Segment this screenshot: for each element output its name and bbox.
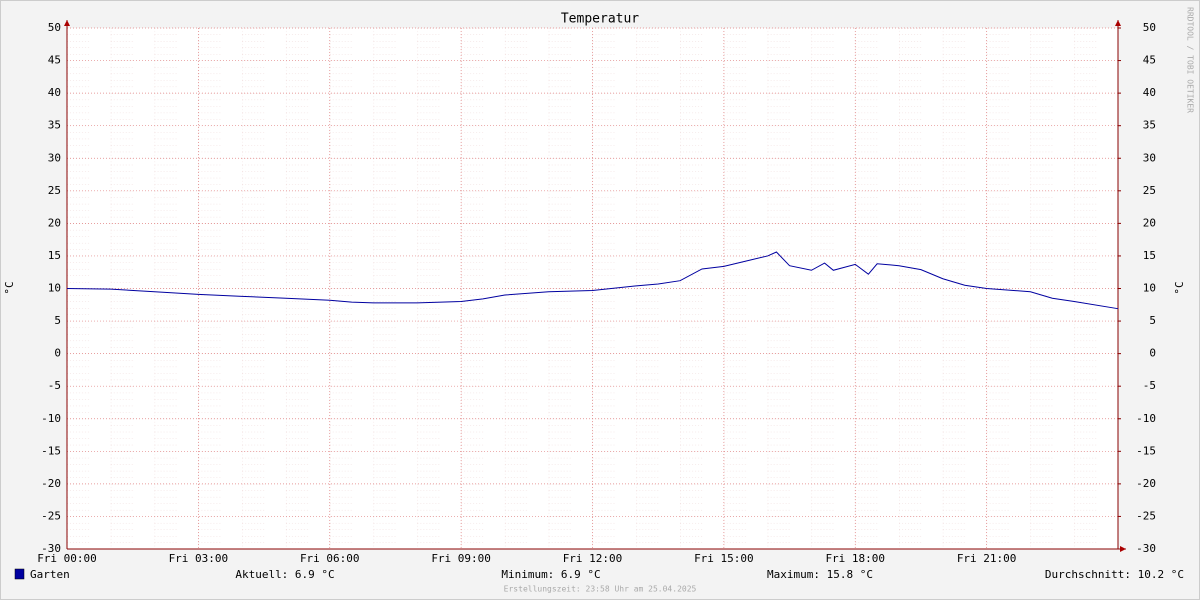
y2-tick-label: -10 <box>1136 412 1156 425</box>
y2-axis-label: °C <box>1173 281 1186 294</box>
y-tick-label: -5 <box>48 379 61 392</box>
arrow <box>64 20 70 26</box>
y-tick-label: -25 <box>41 509 61 522</box>
y-tick-label: 35 <box>48 119 61 132</box>
y2-tick-label: 25 <box>1143 184 1156 197</box>
y-tick-label: 30 <box>48 151 61 164</box>
y2-tick-label: -5 <box>1143 379 1156 392</box>
legend-label: Garten <box>30 568 70 581</box>
x-tick-label: Fri 18:00 <box>825 552 885 565</box>
y-tick-label: -10 <box>41 412 61 425</box>
x-tick-label: Fri 12:00 <box>563 552 623 565</box>
y2-tick-label: -30 <box>1136 542 1156 555</box>
watermark: RRDTOOL / TOBI OETIKER <box>1186 7 1195 113</box>
y-tick-label: 45 <box>48 54 61 67</box>
y2-tick-label: 15 <box>1143 249 1156 262</box>
x-tick-label: Fri 03:00 <box>169 552 229 565</box>
x-tick-label: Fri 21:00 <box>957 552 1017 565</box>
y2-tick-label: 40 <box>1143 86 1156 99</box>
x-tick-label: Fri 00:00 <box>37 552 97 565</box>
x-tick-label: Fri 15:00 <box>694 552 754 565</box>
y-tick-label: -20 <box>41 477 61 490</box>
legend-stat: Maximum: 15.8 °C <box>767 568 873 581</box>
y-tick-label: 15 <box>48 249 61 262</box>
y2-tick-label: 10 <box>1143 282 1156 295</box>
y2-tick-label: -25 <box>1136 509 1156 522</box>
y2-tick-label: 30 <box>1143 151 1156 164</box>
y-tick-label: 25 <box>48 184 61 197</box>
arrow <box>1120 546 1126 552</box>
y2-tick-label: 50 <box>1143 21 1156 34</box>
y2-tick-label: 5 <box>1149 314 1156 327</box>
y-tick-label: -30 <box>41 542 61 555</box>
x-tick-label: Fri 06:00 <box>300 552 360 565</box>
y-tick-label: 0 <box>54 347 61 360</box>
legend-stat: Minimum: 6.9 °C <box>501 568 600 581</box>
y-tick-label: 40 <box>48 86 61 99</box>
y2-tick-label: -20 <box>1136 477 1156 490</box>
chart-title: Temperatur <box>561 12 639 27</box>
legend-stat: Durchschnitt: 10.2 °C <box>1045 568 1184 581</box>
y-axis-label: °C <box>3 281 16 294</box>
line <box>66 251 1119 310</box>
y2-tick-label: -15 <box>1136 444 1156 457</box>
legend-stat: Aktuell: 6.9 °C <box>235 568 334 581</box>
y2-tick-label: 20 <box>1143 216 1156 229</box>
legend-swatch <box>14 568 25 580</box>
y-tick-label: -15 <box>41 444 61 457</box>
y-tick-label: 5 <box>54 314 61 327</box>
y2-tick-label: 0 <box>1149 347 1156 360</box>
y-tick-label: 20 <box>48 216 61 229</box>
y2-tick-label: 45 <box>1143 54 1156 67</box>
x-tick-label: Fri 09:00 <box>431 552 491 565</box>
y-tick-label: 10 <box>48 282 61 295</box>
arrow <box>1115 20 1121 26</box>
y2-tick-label: 35 <box>1143 119 1156 132</box>
y-tick-label: 50 <box>48 21 61 34</box>
footer: Erstellungszeit: 23:58 Uhr am 25.04.2025 <box>504 585 697 594</box>
